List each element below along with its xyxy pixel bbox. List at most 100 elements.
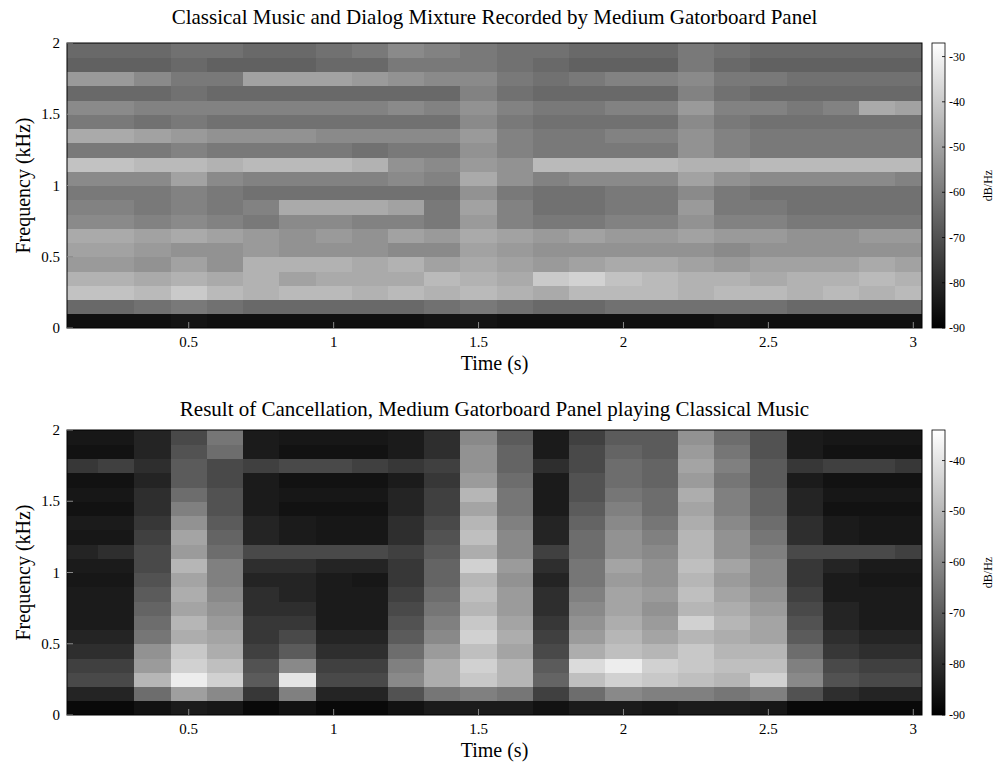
cell xyxy=(533,630,570,645)
cell xyxy=(388,171,425,186)
cell xyxy=(714,644,751,659)
cell xyxy=(67,430,99,445)
cell xyxy=(316,200,353,215)
cell xyxy=(859,129,896,144)
cell xyxy=(787,72,824,87)
cell xyxy=(388,129,425,144)
colorbar-tick-label: -90 xyxy=(949,321,965,335)
cell xyxy=(207,271,244,286)
cell xyxy=(207,630,244,645)
cell xyxy=(388,487,425,502)
colorbar-tick-label: -80 xyxy=(949,657,965,671)
cell xyxy=(823,444,860,459)
cell xyxy=(352,314,389,328)
cell xyxy=(714,672,751,687)
cell xyxy=(569,243,606,258)
cell xyxy=(171,501,208,516)
cell xyxy=(98,687,135,702)
cell xyxy=(750,86,787,101)
cell xyxy=(533,644,570,659)
cell xyxy=(171,86,208,101)
cell xyxy=(67,57,99,72)
cell xyxy=(98,658,135,673)
cell xyxy=(352,487,389,502)
cell xyxy=(98,114,135,129)
cell xyxy=(243,285,280,300)
cell xyxy=(497,501,534,516)
cell xyxy=(823,157,860,172)
cell xyxy=(243,129,280,144)
cell xyxy=(243,171,280,186)
x-tick-label: 1.5 xyxy=(469,721,488,737)
cell xyxy=(787,530,824,545)
cell xyxy=(424,243,461,258)
cell xyxy=(497,271,534,286)
cell xyxy=(279,129,316,144)
cell xyxy=(171,157,208,172)
cell xyxy=(678,701,715,715)
cell xyxy=(171,544,208,559)
cell xyxy=(98,314,135,328)
cell xyxy=(497,487,534,502)
y-tick xyxy=(67,643,73,644)
cell xyxy=(67,257,99,272)
cell xyxy=(279,516,316,531)
cell xyxy=(678,285,715,300)
cell xyxy=(787,86,824,101)
cell xyxy=(787,516,824,531)
cell xyxy=(714,243,751,258)
plot-frame xyxy=(67,43,922,328)
cell xyxy=(714,257,751,272)
cell xyxy=(859,672,896,687)
cell xyxy=(569,57,606,72)
cell xyxy=(859,516,896,531)
cell xyxy=(895,86,922,101)
cell xyxy=(279,487,316,502)
cell xyxy=(67,473,99,488)
cell xyxy=(316,501,353,516)
cell xyxy=(316,257,353,272)
cell xyxy=(678,114,715,129)
cell xyxy=(134,473,171,488)
cell xyxy=(67,157,99,172)
cell xyxy=(316,157,353,172)
cell xyxy=(859,243,896,258)
cell xyxy=(424,200,461,215)
cell xyxy=(823,516,860,531)
cell xyxy=(859,271,896,286)
cell xyxy=(642,701,679,715)
cell xyxy=(859,530,896,545)
cell xyxy=(134,630,171,645)
cell xyxy=(98,143,135,158)
x-tick xyxy=(768,709,769,715)
cell xyxy=(134,544,171,559)
cell xyxy=(605,473,642,488)
cell xyxy=(134,271,171,286)
cell xyxy=(460,701,497,715)
cell xyxy=(787,630,824,645)
cell xyxy=(569,658,606,673)
y-axis-title: Frequency (kHz) xyxy=(12,117,35,253)
cell xyxy=(895,214,922,229)
cell xyxy=(67,214,99,229)
cell xyxy=(678,57,715,72)
cell xyxy=(497,257,534,272)
cell xyxy=(895,257,922,272)
cell xyxy=(388,186,425,201)
cell xyxy=(714,615,751,630)
cell xyxy=(787,157,824,172)
cell xyxy=(279,100,316,115)
y-tick-label: 0.5 xyxy=(41,636,60,652)
cell xyxy=(352,214,389,229)
cell xyxy=(787,601,824,616)
cell xyxy=(750,57,787,72)
cell xyxy=(388,601,425,616)
cell xyxy=(787,587,824,602)
title: Classical Music and Dialog Mixture Recor… xyxy=(172,5,818,29)
cell xyxy=(98,487,135,502)
cell xyxy=(207,129,244,144)
cell xyxy=(605,72,642,87)
y-tick-label: 1 xyxy=(53,178,61,194)
cell xyxy=(895,459,922,474)
cell xyxy=(678,644,715,659)
